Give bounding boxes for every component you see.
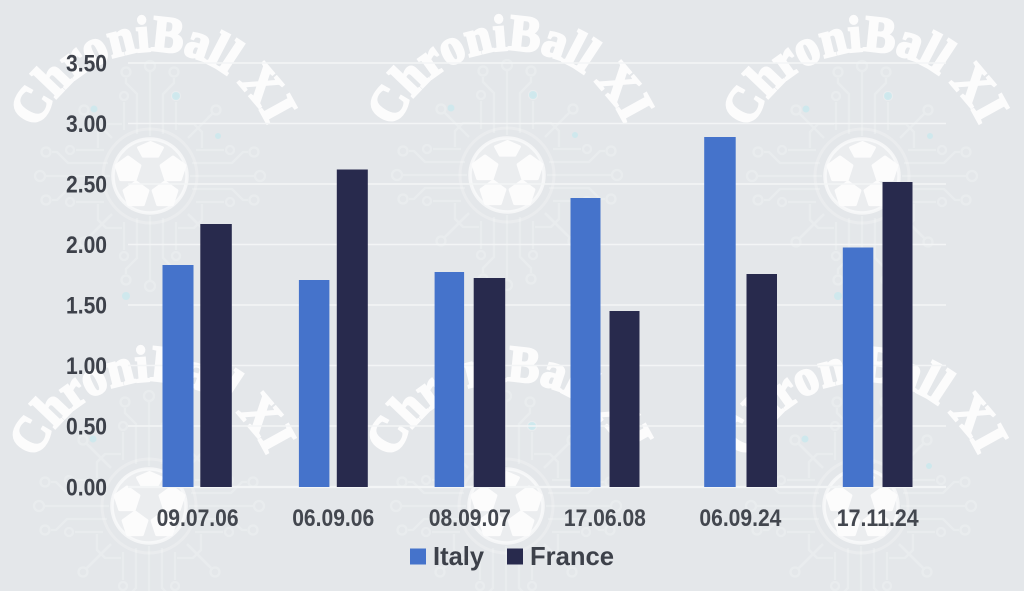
svg-text:2.00: 2.00	[66, 232, 107, 259]
svg-text:France: France	[530, 541, 614, 571]
svg-text:08.09.07: 08.09.07	[429, 505, 511, 532]
svg-text:06.09.06: 06.09.06	[292, 505, 374, 532]
svg-text:3.00: 3.00	[66, 111, 107, 138]
svg-text:17.11.24: 17.11.24	[837, 505, 920, 532]
svg-text:17.06.08: 17.06.08	[564, 505, 646, 532]
svg-text:3.50: 3.50	[66, 51, 107, 78]
svg-text:0.00: 0.00	[66, 475, 107, 502]
svg-text:06.09.24: 06.09.24	[699, 505, 782, 532]
svg-text:2.50: 2.50	[66, 172, 107, 199]
svg-text:0.50: 0.50	[66, 414, 107, 441]
svg-text:1.50: 1.50	[66, 293, 107, 320]
svg-text:Italy: Italy	[433, 541, 485, 571]
svg-text:1.00: 1.00	[66, 353, 107, 380]
svg-text:09.07.06: 09.07.06	[157, 505, 239, 532]
